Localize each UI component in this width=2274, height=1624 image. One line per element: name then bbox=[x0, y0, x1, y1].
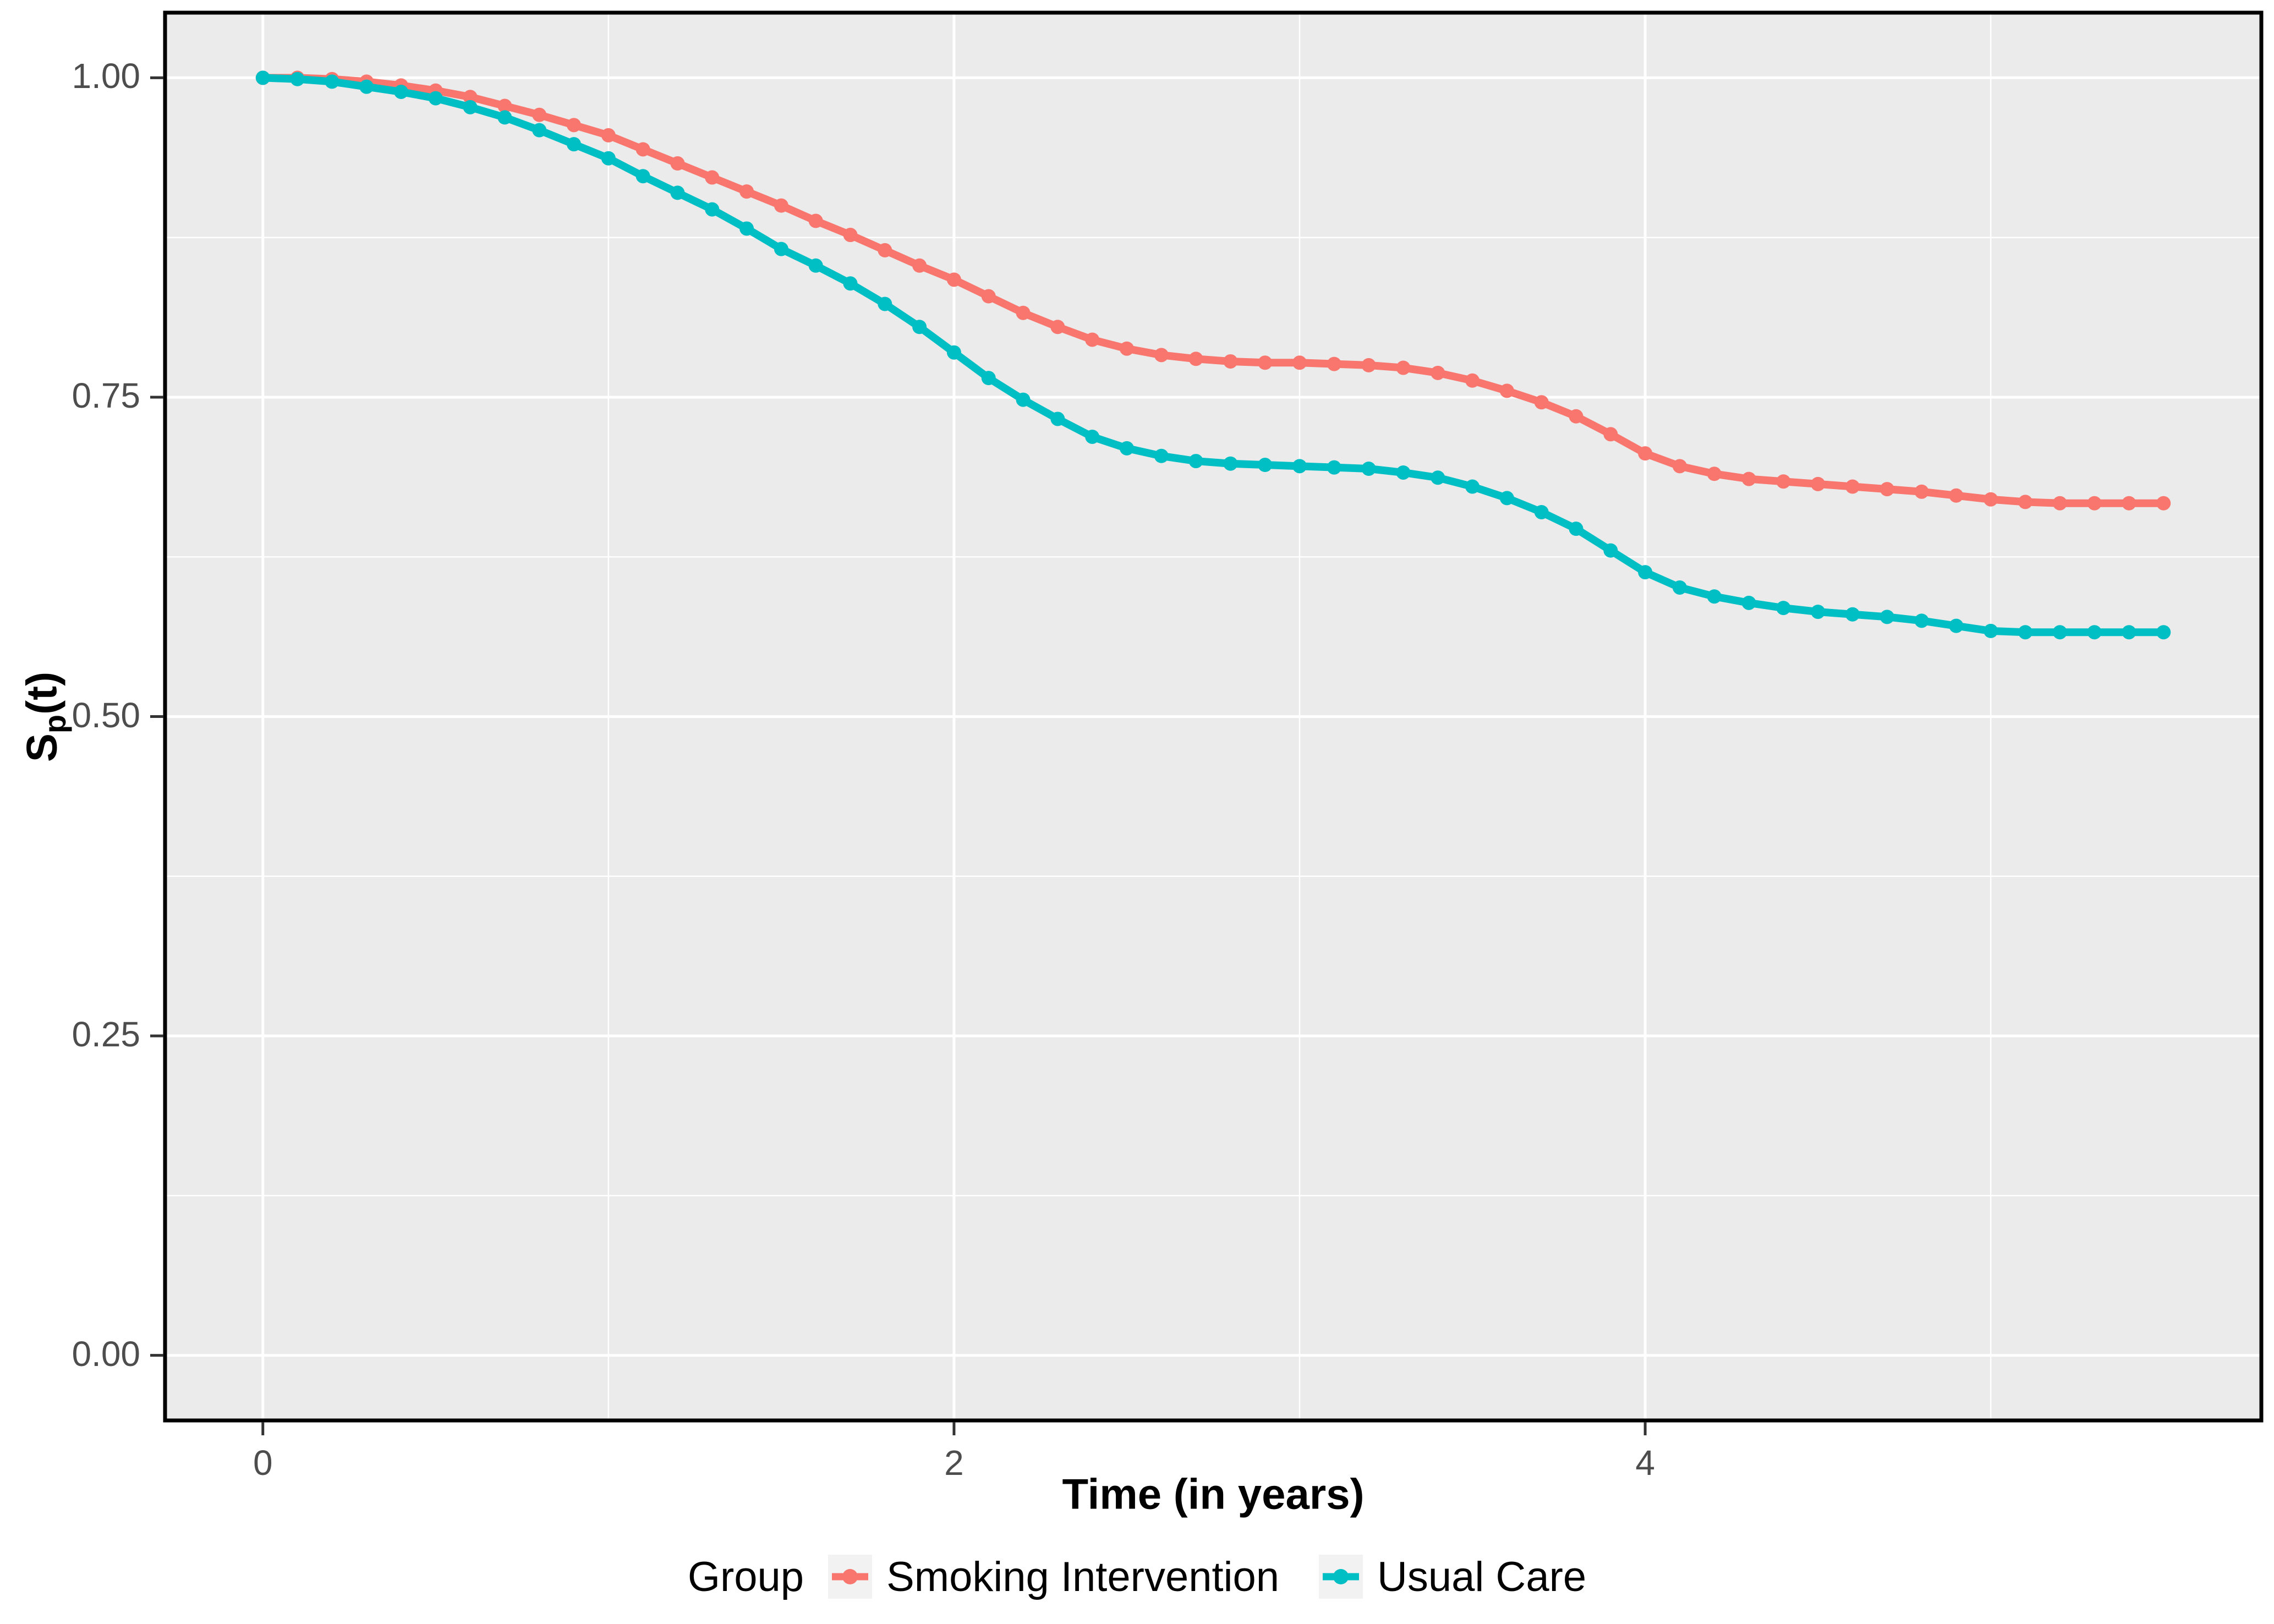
y-tick-label-0.00: 0.00 bbox=[72, 1334, 140, 1374]
y-tick-label-0.50: 0.50 bbox=[72, 695, 140, 735]
legend-key-usual-care-icon bbox=[1319, 1555, 1363, 1599]
y-tick-label-1.00: 1.00 bbox=[72, 56, 140, 96]
legend-item-smoking-intervention: Smoking Intervention bbox=[828, 1553, 1279, 1601]
legend-item-usual-care: Usual Care bbox=[1319, 1553, 1586, 1601]
legend: Group Smoking Intervention Usual Care bbox=[0, 1538, 2274, 1615]
x-axis-title: Time (in years) bbox=[1062, 1469, 1365, 1518]
y-axis-title-rest: (t) bbox=[17, 671, 66, 715]
y-axis-title: Sp(t) bbox=[17, 671, 73, 762]
legend-label-smoking-intervention: Smoking Intervention bbox=[886, 1553, 1280, 1600]
legend-label-usual-care: Usual Care bbox=[1377, 1553, 1587, 1600]
legend-title: Group bbox=[687, 1553, 804, 1600]
y-axis-title-subscript: p bbox=[37, 714, 73, 733]
y-tick-label-0.25: 0.25 bbox=[72, 1014, 140, 1055]
x-tick-label-4: 4 bbox=[1635, 1443, 1655, 1483]
x-tick-label-2: 2 bbox=[944, 1443, 964, 1483]
y-axis-title-main: S bbox=[17, 733, 66, 762]
legend-key-smoking-intervention-icon bbox=[828, 1555, 873, 1599]
y-tick-label-0.75: 0.75 bbox=[72, 375, 140, 415]
x-tick-label-0: 0 bbox=[253, 1443, 273, 1483]
